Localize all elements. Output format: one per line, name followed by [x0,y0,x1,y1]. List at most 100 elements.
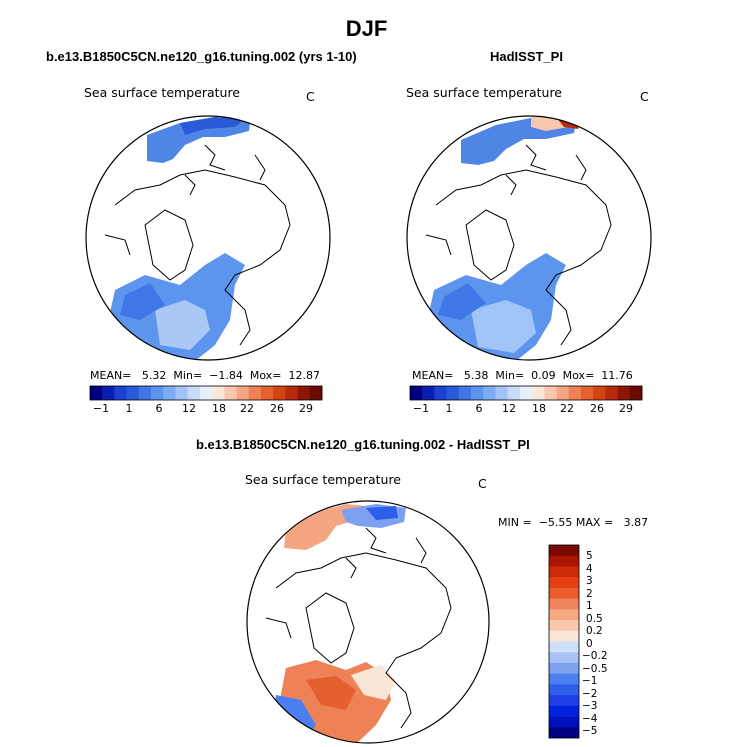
tick-label: 6 [475,402,483,415]
colorbar-swatch [434,386,447,400]
colorbar-swatch [532,386,545,400]
colorbar-swatch [297,386,311,400]
colorbar-swatch [549,598,579,610]
colorbar-swatch [260,386,274,400]
tick-label: −3 [582,700,598,712]
min-value: −5.55 [538,516,573,529]
colorbar-swatch [309,386,323,400]
colorbar-swatch [273,386,286,400]
colorbar-swatch [544,386,557,400]
mean-value: 5.38 [463,369,489,382]
tick-label: 0.2 [586,625,603,637]
coast-detail [425,144,587,256]
colorbar-swatch [568,386,582,400]
colorbar-border [548,544,580,739]
colorbar-swatch [549,630,579,642]
tick-label: 6 [155,402,163,415]
colorbar-swatch [549,545,579,557]
tick-label: 18 [212,402,226,415]
tick-label: 29 [619,402,633,415]
colorbar-diff [548,544,580,739]
min-value: 0.09 [531,369,556,382]
colorbar-swatch [556,386,570,400]
colorbar-swatch [285,386,298,400]
tick-label: −1 [412,402,430,415]
colorbar-swatch [617,386,631,400]
colorbar-ticks-obs: −1 1 6 12 18 22 26 29 [410,402,642,416]
colorbar-swatch [126,386,140,400]
panel-heading-obs: HadISST_PI [490,49,563,64]
colorbar-swatch [549,609,579,621]
tick-label: 1 [125,402,133,415]
colorbar-swatch [212,386,225,400]
figure-title: DJF [345,16,388,41]
greenland-outline [144,209,194,281]
max-value: 3.87 [623,516,649,529]
stats-diff: MIN = −5.55 MAX = 3.87 [498,516,648,529]
tick-label: 3 [586,575,593,587]
coast-detail [104,144,266,256]
tick-label: 22 [560,402,574,415]
colorbar-swatch [549,727,579,739]
atlantic-sst-warm [471,300,536,353]
tick-label: 0.5 [586,613,603,625]
tick-label: −1 [92,402,110,415]
land-outline [435,169,612,346]
tick-label: 12 [182,402,196,415]
pacific-diff-cold [366,506,398,520]
colorbar-swatch [224,386,237,400]
colorbar-swatch [549,705,579,717]
coast-detail [265,527,427,639]
colorbar-swatch [549,662,579,674]
atlantic-diff-mild [351,665,396,700]
colorbar-swatch [549,555,579,567]
min-value: −1.84 [209,369,243,382]
colorbar-swatch [458,386,472,400]
max-value: 11.76 [601,369,633,382]
colorbar-border [89,385,323,401]
colorbar-swatch [519,386,533,400]
pacific-sst-region [147,117,250,163]
colorbar-swatch [483,386,496,400]
colorbar-ticks-model: −1 1 6 12 18 22 26 29 [90,402,322,416]
atlantic-diff-hot [306,676,356,710]
colorbar-swatch [549,695,579,707]
max-label: Mox= [562,369,595,382]
colorbar-swatch [248,386,262,400]
stats-obs: MEAN= 5.38 Min= 0.09 Mox= 11.76 [412,369,633,382]
tick-label: −1 [582,675,598,687]
panel-heading-diff: b.e13.B1850C5CN.ne120_g16.tuning.002 - H… [196,437,530,452]
max-value: 12.87 [288,369,321,382]
land-outline [114,169,291,346]
colorbar-swatch [236,386,250,400]
colorbar-swatch [90,386,103,400]
colorbar-swatch [549,652,579,664]
colorbar-swatch [410,386,423,400]
stats-model: MEAN= 5.32 Min= −1.84 Mox= 12.87 [90,369,320,382]
colorbar-swatch [187,386,201,400]
colorbar-swatch [102,386,115,400]
tick-label: −2 [582,688,598,700]
min-label: Min= [173,369,203,382]
variable-label-model: Sea surface temperature [84,85,240,100]
mean-label: MEAN= [412,369,454,382]
colorbar-obs [409,385,643,401]
colorbar-diff-ticks: 5 4 3 2 1 0.5 0.2 0 −0.2 −0.5 −1 −2 −3 −… [582,545,626,738]
tick-label: −5 [582,725,598,737]
tick-label: 26 [270,402,284,415]
min-label: Min= [495,369,525,382]
colorbar-swatch [549,673,579,685]
land-outline [275,552,452,729]
colorbar-swatch [549,620,579,632]
tick-label: 26 [590,402,604,415]
tick-label: 22 [240,402,254,415]
colorbar-swatch [495,386,508,400]
tick-label: −0.2 [582,650,608,662]
colorbar-swatch [199,386,213,400]
colorbar-swatch [580,386,594,400]
colorbar-swatch [422,386,435,400]
tick-label: 29 [299,402,313,415]
tick-label: 5 [586,550,593,562]
colorbar-swatch [175,386,188,400]
colorbar-border [409,385,643,401]
